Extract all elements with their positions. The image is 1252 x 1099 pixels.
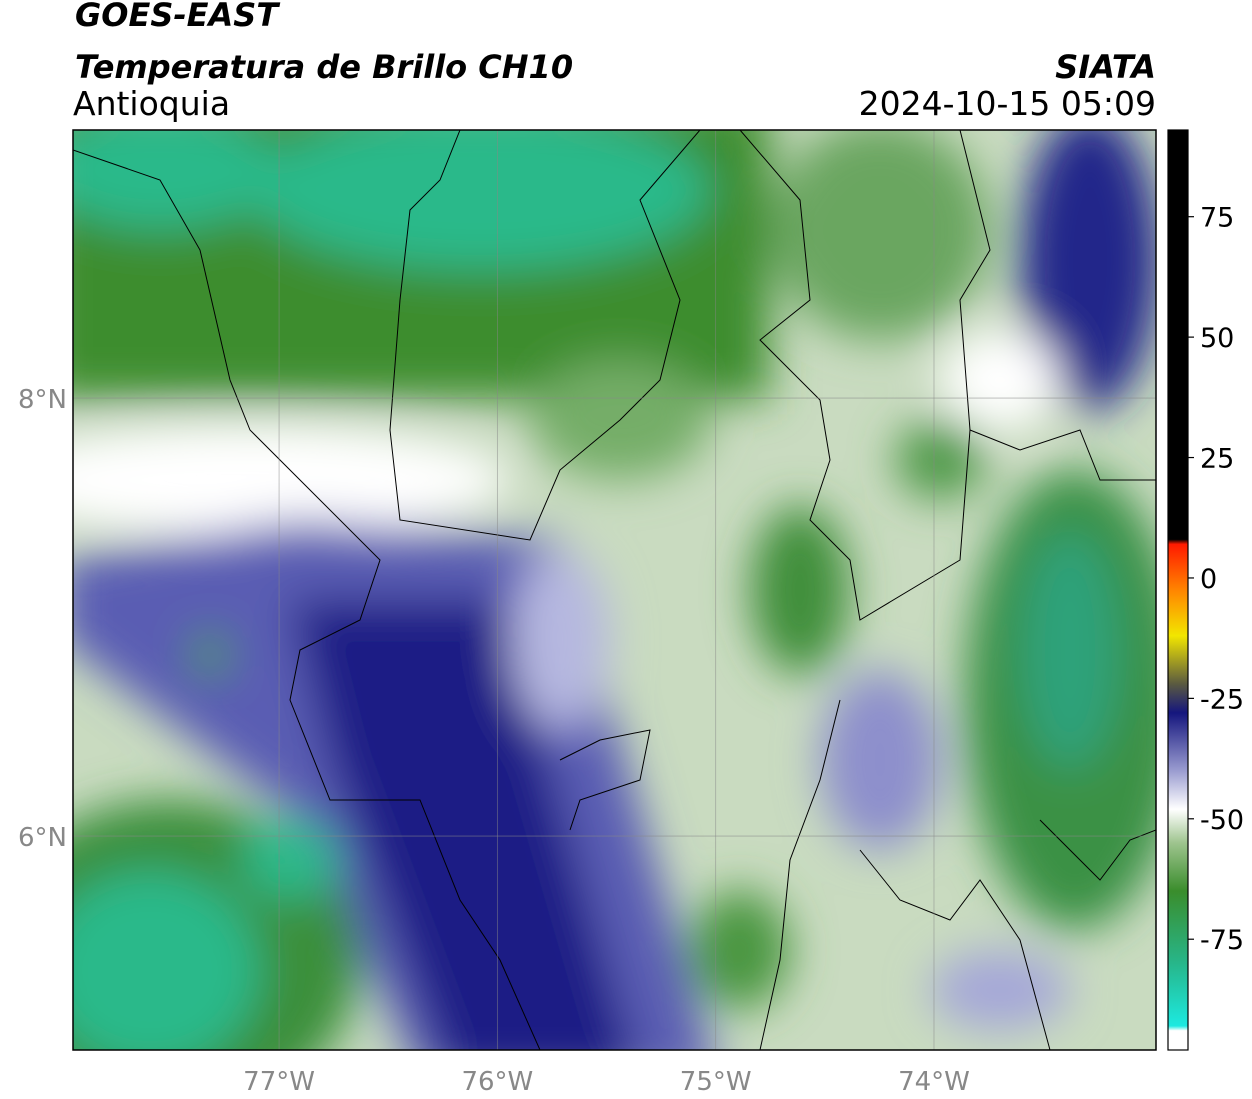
satellite-image xyxy=(73,130,1156,1050)
boundaries xyxy=(73,130,1156,1050)
region: Antioquia xyxy=(73,84,230,123)
map-frame xyxy=(72,129,1157,1051)
colorbar-tick-label: -25 xyxy=(1200,684,1244,715)
x-tick-label: 76°W xyxy=(461,1067,533,1097)
colorbar-tick-label: 25 xyxy=(1200,444,1234,475)
colorbar-tick-label: 50 xyxy=(1200,323,1234,354)
colorbar-tick-label: 0 xyxy=(1200,564,1217,595)
x-tick-label: 74°W xyxy=(898,1067,970,1097)
colorbar-tick-label: -75 xyxy=(1200,925,1244,956)
datetime: 2024-10-15 05:09 xyxy=(859,84,1156,123)
colorbar xyxy=(1167,129,1189,1051)
subtitle: Temperatura de Brillo CH10 xyxy=(75,48,573,86)
title: GOES-EAST xyxy=(75,0,280,34)
y-tick-label: 8°N xyxy=(18,385,67,415)
colorbar-tick-label: -50 xyxy=(1200,805,1244,836)
y-tick-label: 6°N xyxy=(18,823,67,853)
x-tick-label: 77°W xyxy=(243,1067,315,1097)
source: SIATA xyxy=(1055,48,1156,86)
colorbar-tick-label: 75 xyxy=(1200,203,1234,234)
x-tick-label: 75°W xyxy=(680,1067,752,1097)
